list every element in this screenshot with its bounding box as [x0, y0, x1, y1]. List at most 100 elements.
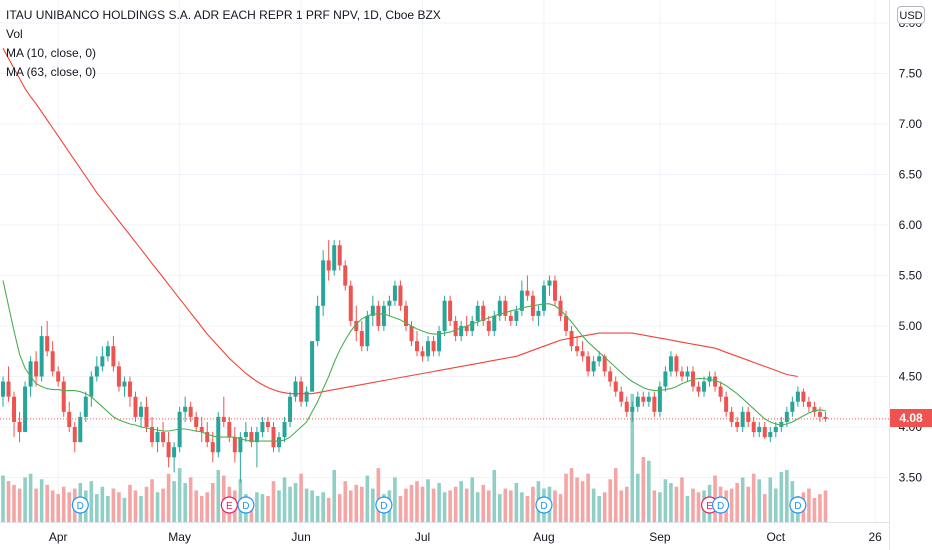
- volume-bar: [492, 470, 497, 522]
- dividend-marker[interactable]: D: [71, 496, 89, 514]
- candle-body: [78, 416, 83, 443]
- candle-body: [426, 341, 431, 357]
- candle-body: [116, 366, 121, 387]
- price-tick-label: 4.50: [899, 370, 923, 384]
- volume-bar: [166, 473, 171, 522]
- candle-body: [602, 356, 607, 372]
- candle-body: [238, 437, 243, 453]
- symbol-title[interactable]: ITAU UNIBANCO HOLDINGS S.A. ADR EACH REP…: [6, 8, 441, 22]
- volume-bar: [128, 484, 132, 522]
- candle-body: [39, 336, 44, 377]
- volume-bar: [144, 486, 149, 522]
- volume-bar: [509, 490, 513, 522]
- volume-bar: [56, 494, 60, 522]
- dividend-marker[interactable]: D: [237, 496, 255, 514]
- candle-body: [277, 437, 281, 448]
- volume-bar: [39, 479, 44, 522]
- volume-indicator-label[interactable]: Vol: [6, 27, 23, 41]
- volume-bar: [442, 492, 447, 522]
- candle-body: [790, 401, 795, 412]
- candle-body: [503, 300, 508, 316]
- volume-bar: [404, 488, 408, 522]
- ma63-indicator-label[interactable]: MA (63, close, 0): [6, 65, 97, 79]
- candle-body: [111, 346, 116, 367]
- candle-body: [613, 381, 618, 392]
- candle-body: [437, 331, 442, 352]
- dividend-marker[interactable]: D: [789, 496, 807, 514]
- candle-body: [381, 305, 386, 326]
- volume-bar: [6, 481, 11, 522]
- candle-body: [365, 315, 370, 347]
- candle-body: [337, 245, 342, 266]
- currency-button[interactable]: USD: [897, 6, 925, 24]
- candle-body: [442, 300, 447, 332]
- candle-body: [757, 427, 762, 433]
- candle-body: [293, 381, 298, 397]
- dividend-marker[interactable]: D: [375, 496, 393, 514]
- candle-body: [100, 356, 105, 367]
- candle-body: [321, 260, 326, 306]
- price-tick-label: 6.50: [899, 168, 923, 182]
- earnings-marker-label: E: [226, 501, 233, 512]
- dividend-marker[interactable]: D: [535, 496, 553, 514]
- candle-body: [718, 386, 723, 397]
- candle-body: [359, 331, 364, 347]
- volume-bar: [475, 492, 480, 522]
- candle-body: [194, 416, 199, 427]
- volume-bar: [481, 484, 486, 522]
- earnings-marker[interactable]: E: [220, 496, 238, 514]
- candle-body: [475, 305, 480, 321]
- volume-bar: [205, 492, 210, 522]
- candle-body: [547, 280, 552, 286]
- time-tick-label: Jun: [291, 530, 310, 544]
- candle-body: [492, 315, 497, 332]
- candle-body: [564, 315, 569, 332]
- candle-body: [155, 432, 160, 443]
- candle-body: [354, 320, 359, 332]
- volume-bar: [613, 468, 618, 522]
- time-tick-label: Jul: [415, 530, 430, 544]
- candle-body: [575, 346, 580, 352]
- price-tick-label: 3.50: [899, 471, 923, 485]
- candle-body: [497, 300, 502, 316]
- ma10-line: [2, 280, 826, 442]
- candle-body: [806, 401, 811, 407]
- volume-bar: [807, 488, 811, 522]
- volume-bar: [696, 492, 701, 522]
- volume-bar: [464, 488, 469, 522]
- volume-bar: [28, 473, 33, 522]
- candle-body: [398, 285, 403, 306]
- candle-body: [415, 341, 419, 352]
- volume-bar: [630, 393, 635, 522]
- volume-bar: [282, 477, 287, 522]
- volume-bar: [823, 490, 828, 522]
- volume-bar: [360, 486, 364, 522]
- candle-body: [45, 336, 50, 352]
- candle-body: [591, 361, 596, 372]
- candle-body: [486, 320, 491, 332]
- volume-bar: [12, 484, 16, 522]
- candle-body: [448, 300, 453, 321]
- volume-bar: [255, 492, 259, 522]
- chart-legend: ITAU UNIBANCO HOLDINGS S.A. ADR EACH REP…: [6, 6, 441, 82]
- volume-bar: [122, 497, 127, 522]
- volume-bar: [1, 475, 5, 522]
- volume-bar: [343, 481, 348, 522]
- volume-bar: [647, 460, 651, 522]
- candle-body: [265, 421, 270, 427]
- volume-bar: [437, 483, 441, 522]
- volume-bar: [210, 483, 215, 522]
- volume-bar: [420, 486, 425, 522]
- ma10-indicator-label[interactable]: MA (10, close, 0): [6, 46, 97, 60]
- dividend-marker-label: D: [380, 501, 387, 512]
- volume-bar: [564, 473, 568, 522]
- volume-bar: [326, 497, 331, 522]
- time-axis[interactable]: Apr May Jun Jul Aug Sep Oct 26: [49, 530, 882, 544]
- volume-bar: [172, 481, 176, 522]
- volume-bar: [636, 473, 640, 522]
- volume-bar: [299, 473, 303, 522]
- dividend-marker[interactable]: D: [711, 496, 730, 514]
- volume-bar: [409, 484, 414, 522]
- candle-body: [597, 356, 602, 362]
